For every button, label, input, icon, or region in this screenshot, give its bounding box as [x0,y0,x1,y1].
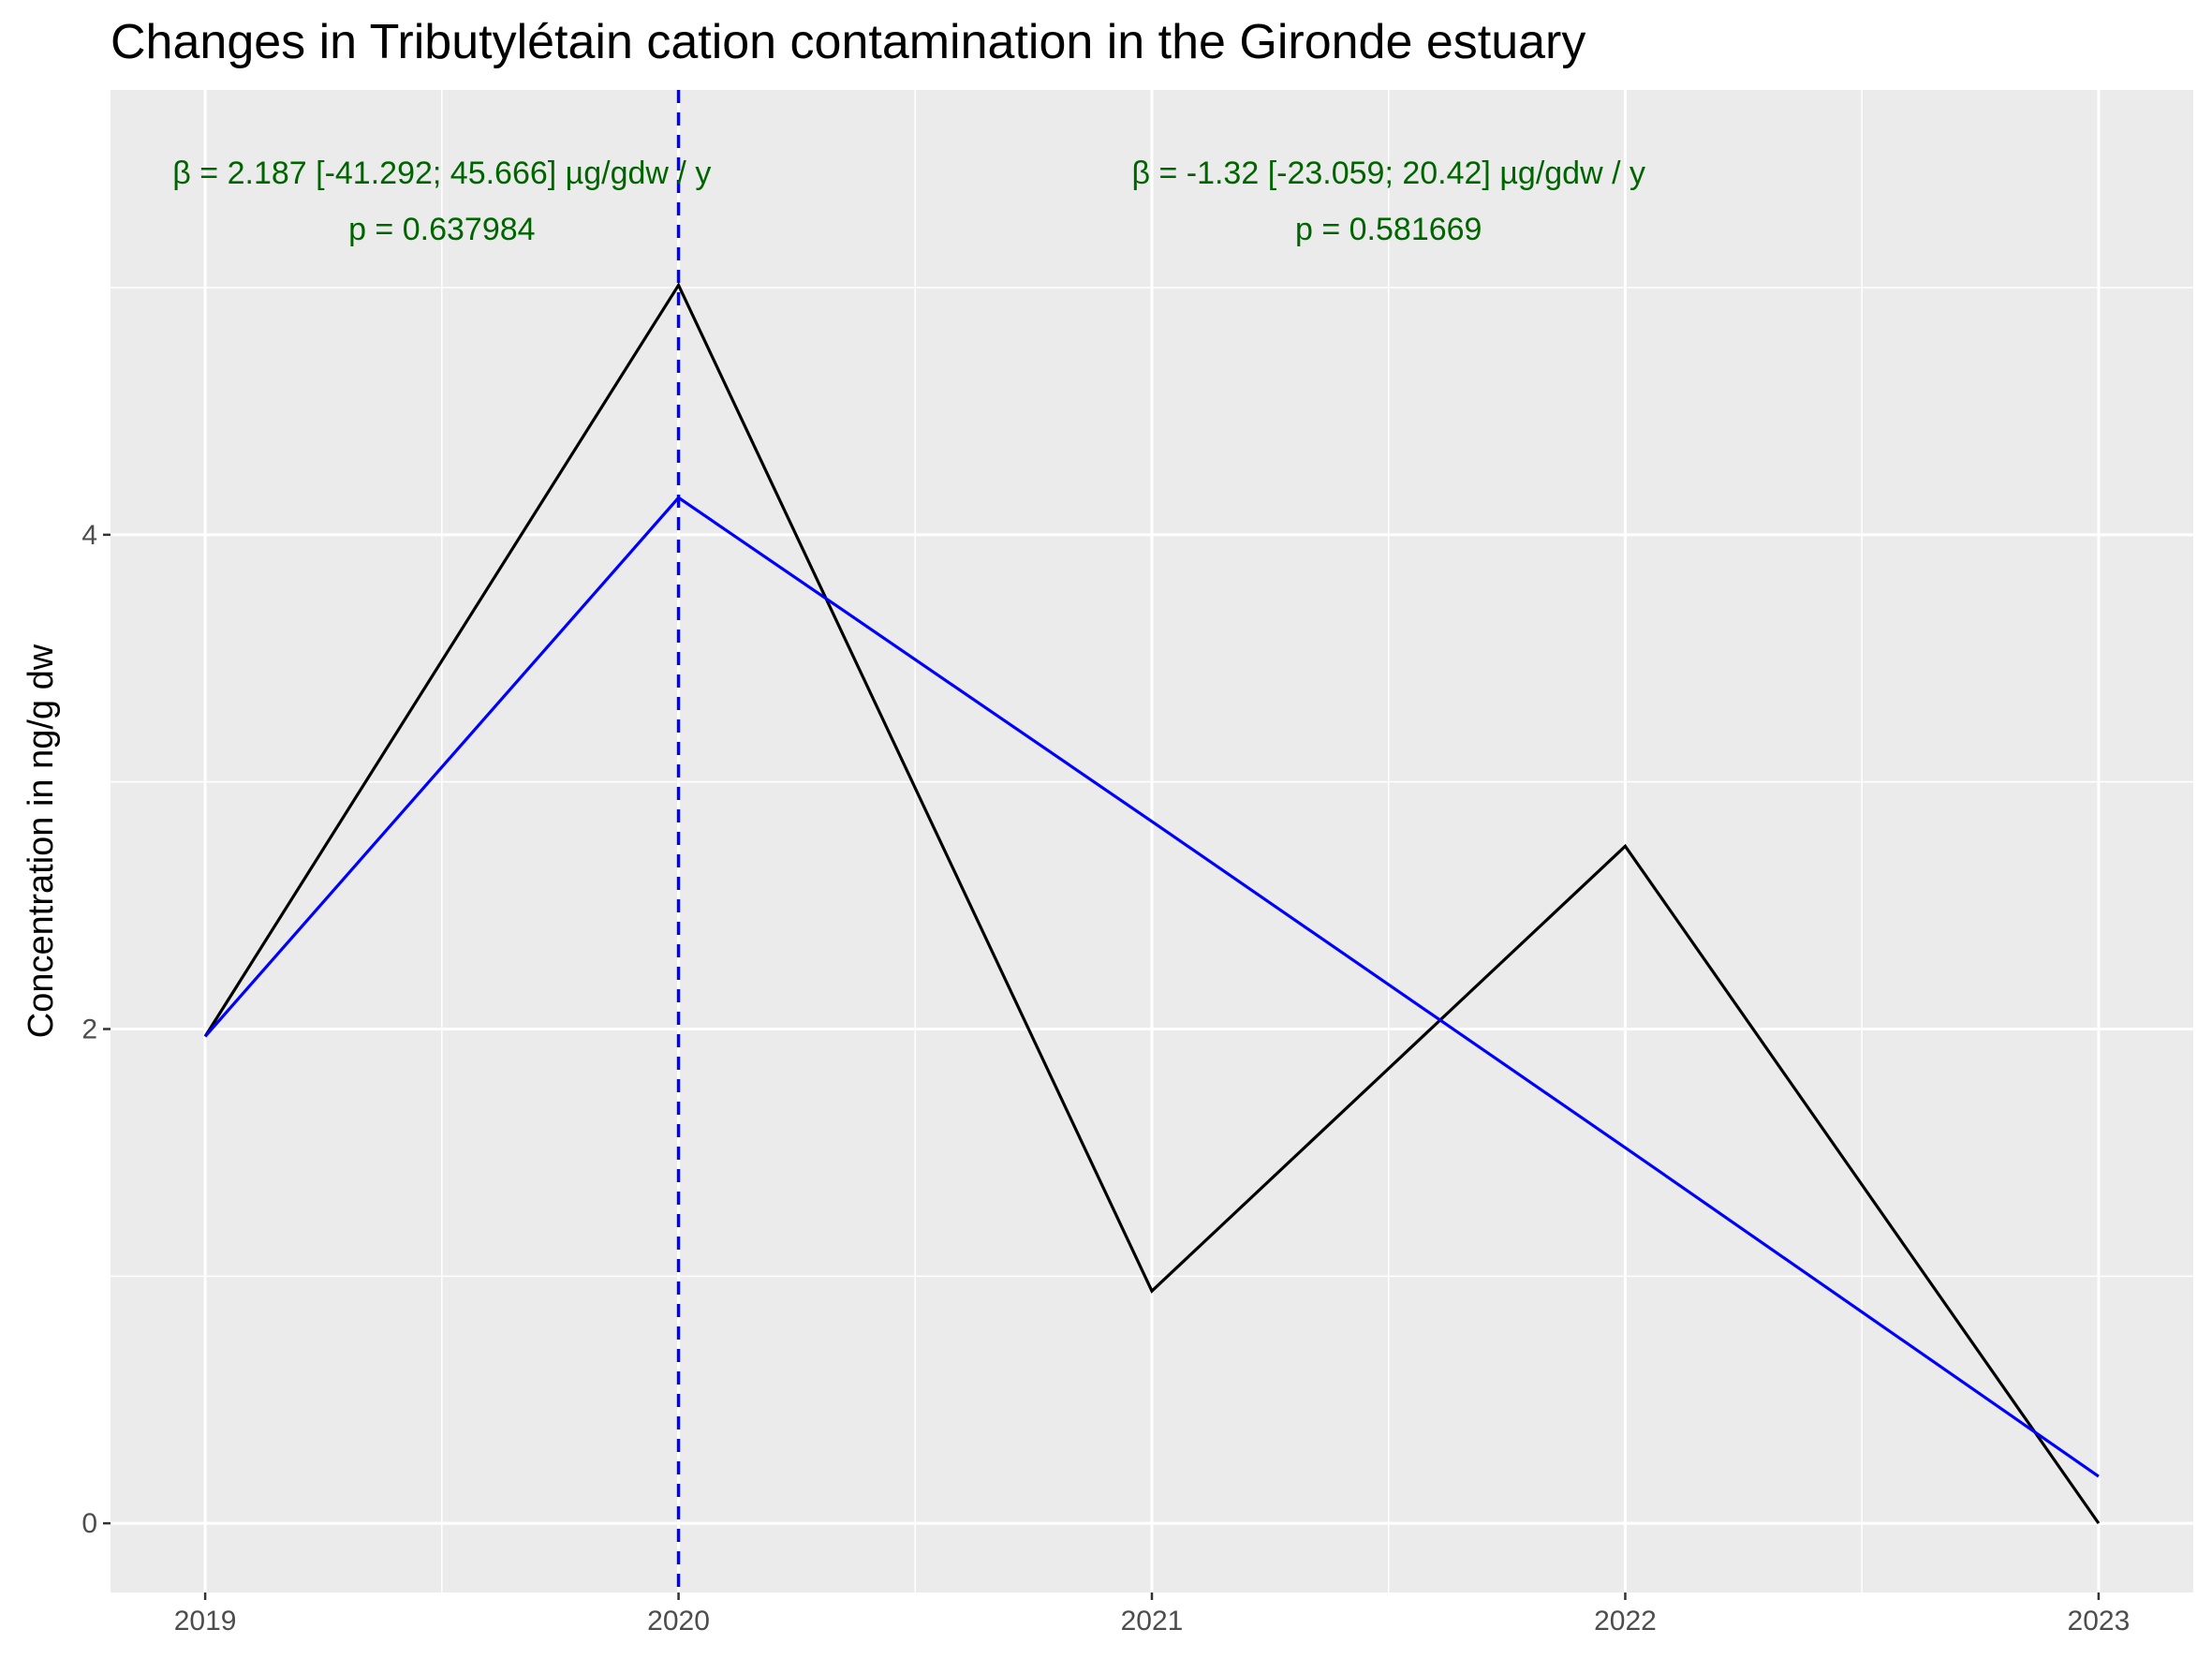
x-tick-label: 2022 [1594,1606,1657,1637]
y-tick-label: 0 [81,1508,97,1539]
x-tick-label: 2019 [174,1606,237,1637]
annotation-beta: β = -1.32 [-23.059; 20.42] µg/gdw / y [1131,156,1645,191]
series-lines [203,282,2101,1525]
annotation-p-value: p = 0.637984 [348,212,535,247]
chart-title: Changes in Tributylétain cation contamin… [111,15,1585,69]
y-tick-label: 2 [81,1015,97,1045]
x-tick-label: 2021 [1121,1606,1184,1637]
annotation-beta: β = 2.187 [-41.292; 45.666] µg/gdw / y [172,156,711,191]
y-axis-label: Concentration in ng/g dw [22,644,61,1038]
axis-ticks: 2019 2020 2021 2022 2023 0 2 4 [81,520,2130,1637]
x-tick-label: 2023 [2068,1606,2131,1637]
x-tick-label: 2020 [647,1606,710,1637]
y-tick-label: 4 [81,520,97,551]
fitted-series-line [203,496,2100,1478]
annotations: β = 2.187 [-41.292; 45.666] µg/gdw / y p … [172,156,1645,247]
observed-series-line [203,282,2101,1525]
annotation-p-value: p = 0.581669 [1295,212,1482,247]
